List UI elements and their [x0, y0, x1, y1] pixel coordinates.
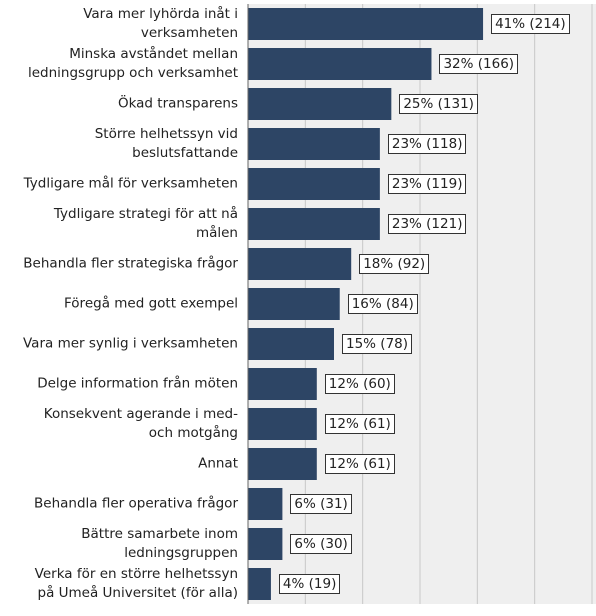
bar [248, 368, 317, 400]
category-label: Tydligare mål för verksamheten [23, 175, 238, 192]
value-label: 12% (61) [324, 414, 395, 434]
value-label: 32% (166) [439, 54, 519, 74]
category-label: Konsekvent agerande i med- och motgång [43, 406, 238, 441]
bar [248, 48, 432, 80]
bar [248, 128, 380, 160]
bar [248, 208, 380, 240]
bar [248, 168, 380, 200]
value-label: 12% (60) [324, 374, 395, 394]
value-label: 15% (78) [342, 334, 413, 354]
value-label: 6% (31) [290, 494, 352, 514]
value-label: 6% (30) [290, 534, 352, 554]
bar [248, 328, 334, 360]
category-label: Föregå med gott exempel [64, 295, 238, 312]
bar [248, 8, 484, 40]
bar [248, 488, 283, 520]
category-label: Tydligare strategi för att nå målen [53, 206, 238, 241]
value-label: 25% (131) [399, 94, 478, 114]
bar [248, 568, 271, 600]
bar [248, 248, 352, 280]
value-label: 16% (84) [347, 294, 418, 314]
category-label: Bättre samarbete inom ledningsgruppen [81, 526, 238, 561]
value-label: 18% (92) [359, 254, 430, 274]
category-label: Behandla fler operativa frågor [34, 495, 238, 512]
category-label: Annat [198, 455, 238, 472]
value-label: 23% (118) [387, 134, 467, 154]
category-label: Delge information från möten [37, 375, 238, 392]
value-label: 12% (61) [324, 454, 395, 474]
value-label: 23% (121) [387, 214, 467, 234]
bar [248, 448, 317, 480]
category-label: Behandla fler strategiska frågor [23, 255, 238, 272]
bar [248, 528, 283, 560]
bar [248, 408, 317, 440]
category-label: Vara mer lyhörda inåt i verksamheten [83, 6, 238, 41]
value-label: 41% (214) [491, 14, 570, 34]
value-label: 4% (19) [278, 574, 341, 594]
bar [248, 288, 340, 320]
category-label: Verka för en större helhetssyn på Umeå U… [34, 566, 238, 601]
bar [248, 88, 392, 120]
category-label: Minska avståndet mellan ledningsgrupp oc… [27, 46, 238, 81]
value-label: 23% (119) [387, 174, 467, 194]
category-label: Ökad transparens [117, 95, 238, 112]
category-label: Större helhetssyn vid beslutsfattande [94, 126, 238, 161]
category-label: Vara mer synlig i verksamheten [23, 335, 238, 352]
